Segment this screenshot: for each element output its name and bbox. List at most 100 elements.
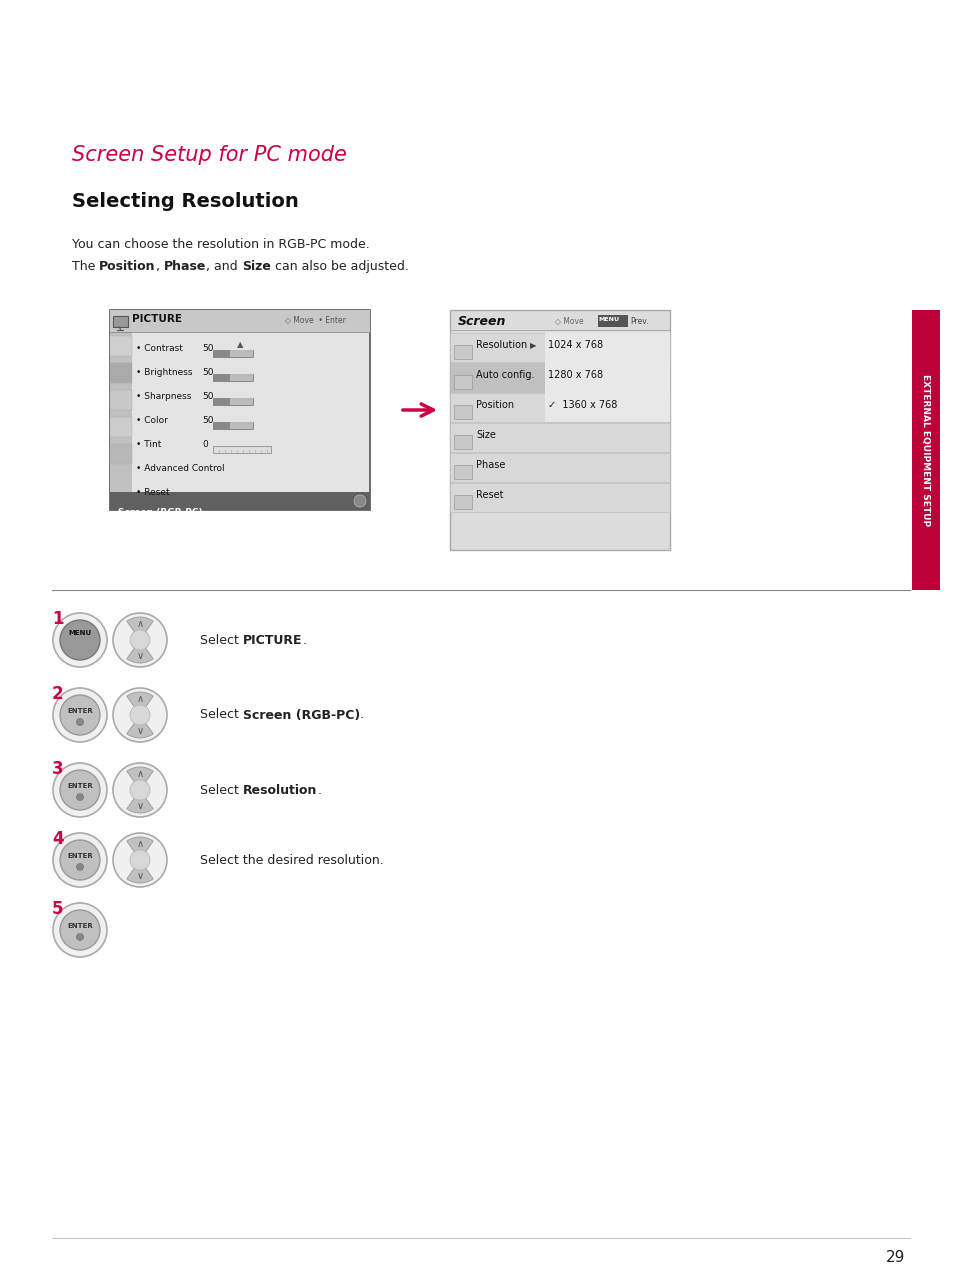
Text: ∨: ∨ — [136, 726, 143, 736]
Text: Select: Select — [200, 709, 243, 721]
Circle shape — [53, 833, 107, 887]
Bar — [110, 332, 132, 510]
Circle shape — [354, 495, 366, 508]
Circle shape — [60, 695, 100, 735]
Bar — [230, 350, 253, 357]
Text: • Tint: • Tint — [136, 440, 161, 449]
Text: Screen Setup for PC mode: Screen Setup for PC mode — [71, 145, 347, 165]
Text: Select the desired resolution.: Select the desired resolution. — [200, 854, 383, 866]
Bar — [911, 310, 939, 590]
Circle shape — [60, 840, 100, 880]
Bar — [450, 453, 669, 482]
Bar — [454, 435, 472, 449]
Circle shape — [53, 763, 107, 817]
Text: ,: , — [155, 259, 164, 273]
Bar — [454, 466, 472, 480]
Text: PICTURE: PICTURE — [243, 633, 302, 646]
Bar — [230, 374, 253, 382]
Text: 50: 50 — [202, 416, 213, 425]
Text: ▲: ▲ — [236, 340, 243, 349]
Text: ∧: ∧ — [136, 695, 143, 703]
Wedge shape — [127, 617, 153, 640]
Text: Phase: Phase — [164, 259, 206, 273]
Bar — [110, 417, 132, 438]
Text: , and: , and — [206, 259, 242, 273]
Text: ✓  1360 x 768: ✓ 1360 x 768 — [547, 399, 617, 410]
Text: You can choose the resolution in RGB-PC mode.: You can choose the resolution in RGB-PC … — [71, 238, 370, 251]
Circle shape — [60, 770, 100, 810]
Circle shape — [60, 619, 100, 660]
Text: Position: Position — [99, 259, 155, 273]
Wedge shape — [127, 715, 153, 738]
Text: ∨: ∨ — [136, 871, 143, 881]
Text: Auto config.: Auto config. — [476, 370, 534, 380]
Text: • Brightness: • Brightness — [136, 368, 193, 377]
Bar — [230, 422, 253, 429]
Bar — [230, 398, 253, 404]
Text: 1024 x 768: 1024 x 768 — [547, 340, 602, 350]
Bar — [110, 363, 132, 383]
Text: 0: 0 — [202, 440, 208, 449]
Bar — [450, 483, 669, 513]
Text: .: . — [302, 633, 306, 646]
Bar — [110, 391, 132, 410]
Wedge shape — [127, 640, 153, 663]
Text: Reset: Reset — [476, 490, 503, 500]
Bar — [110, 310, 370, 332]
Bar — [213, 374, 253, 382]
Circle shape — [53, 688, 107, 742]
Text: 50: 50 — [202, 392, 213, 401]
Text: Screen (RGB-PC): Screen (RGB-PC) — [243, 709, 359, 721]
Bar — [213, 422, 253, 429]
Text: .: . — [317, 784, 321, 796]
Circle shape — [60, 909, 100, 950]
Text: • Contrast: • Contrast — [136, 343, 183, 354]
Bar — [213, 446, 271, 453]
Text: ◇ Move  • Enter: ◇ Move • Enter — [285, 315, 346, 324]
Text: ENTER: ENTER — [67, 709, 92, 714]
Text: ∧: ∧ — [136, 619, 143, 628]
Bar — [112, 315, 128, 327]
Circle shape — [53, 903, 107, 957]
Bar — [450, 424, 669, 452]
Text: 1280 x 768: 1280 x 768 — [547, 370, 602, 380]
Circle shape — [76, 719, 84, 725]
Circle shape — [112, 688, 167, 742]
Circle shape — [76, 864, 84, 870]
Text: ENTER: ENTER — [67, 923, 92, 929]
Bar — [450, 333, 669, 363]
Circle shape — [112, 613, 167, 667]
Circle shape — [130, 705, 150, 725]
Text: PICTURE: PICTURE — [132, 314, 182, 324]
Text: ∧: ∧ — [136, 770, 143, 778]
Text: • Sharpness: • Sharpness — [136, 392, 192, 401]
Text: can also be adjusted.: can also be adjusted. — [271, 259, 408, 273]
Text: Phase: Phase — [476, 460, 505, 469]
Text: EXTERNAL EQUIPMENT SETUP: EXTERNAL EQUIPMENT SETUP — [921, 374, 929, 527]
Bar — [450, 363, 669, 392]
Bar — [110, 310, 370, 510]
Text: The: The — [71, 259, 99, 273]
Circle shape — [76, 794, 84, 800]
Text: 3: 3 — [52, 759, 64, 778]
Bar — [598, 315, 627, 327]
Text: 5: 5 — [52, 901, 64, 918]
Bar — [450, 393, 669, 422]
Text: MENU: MENU — [69, 630, 91, 636]
Circle shape — [76, 934, 84, 940]
Circle shape — [130, 630, 150, 650]
Text: • Advanced Control: • Advanced Control — [136, 464, 224, 473]
Text: .: . — [359, 709, 364, 721]
Wedge shape — [127, 790, 153, 813]
Text: Select: Select — [200, 784, 243, 796]
Text: ▶: ▶ — [530, 341, 536, 350]
Text: 2: 2 — [52, 686, 64, 703]
Text: • Color: • Color — [136, 416, 168, 425]
Bar — [450, 310, 669, 550]
Wedge shape — [127, 837, 153, 860]
Bar — [110, 444, 132, 464]
Circle shape — [112, 763, 167, 817]
Text: Prev.: Prev. — [629, 317, 648, 326]
Text: Screen (RGB-PC): Screen (RGB-PC) — [118, 508, 202, 516]
Text: 4: 4 — [52, 831, 64, 848]
